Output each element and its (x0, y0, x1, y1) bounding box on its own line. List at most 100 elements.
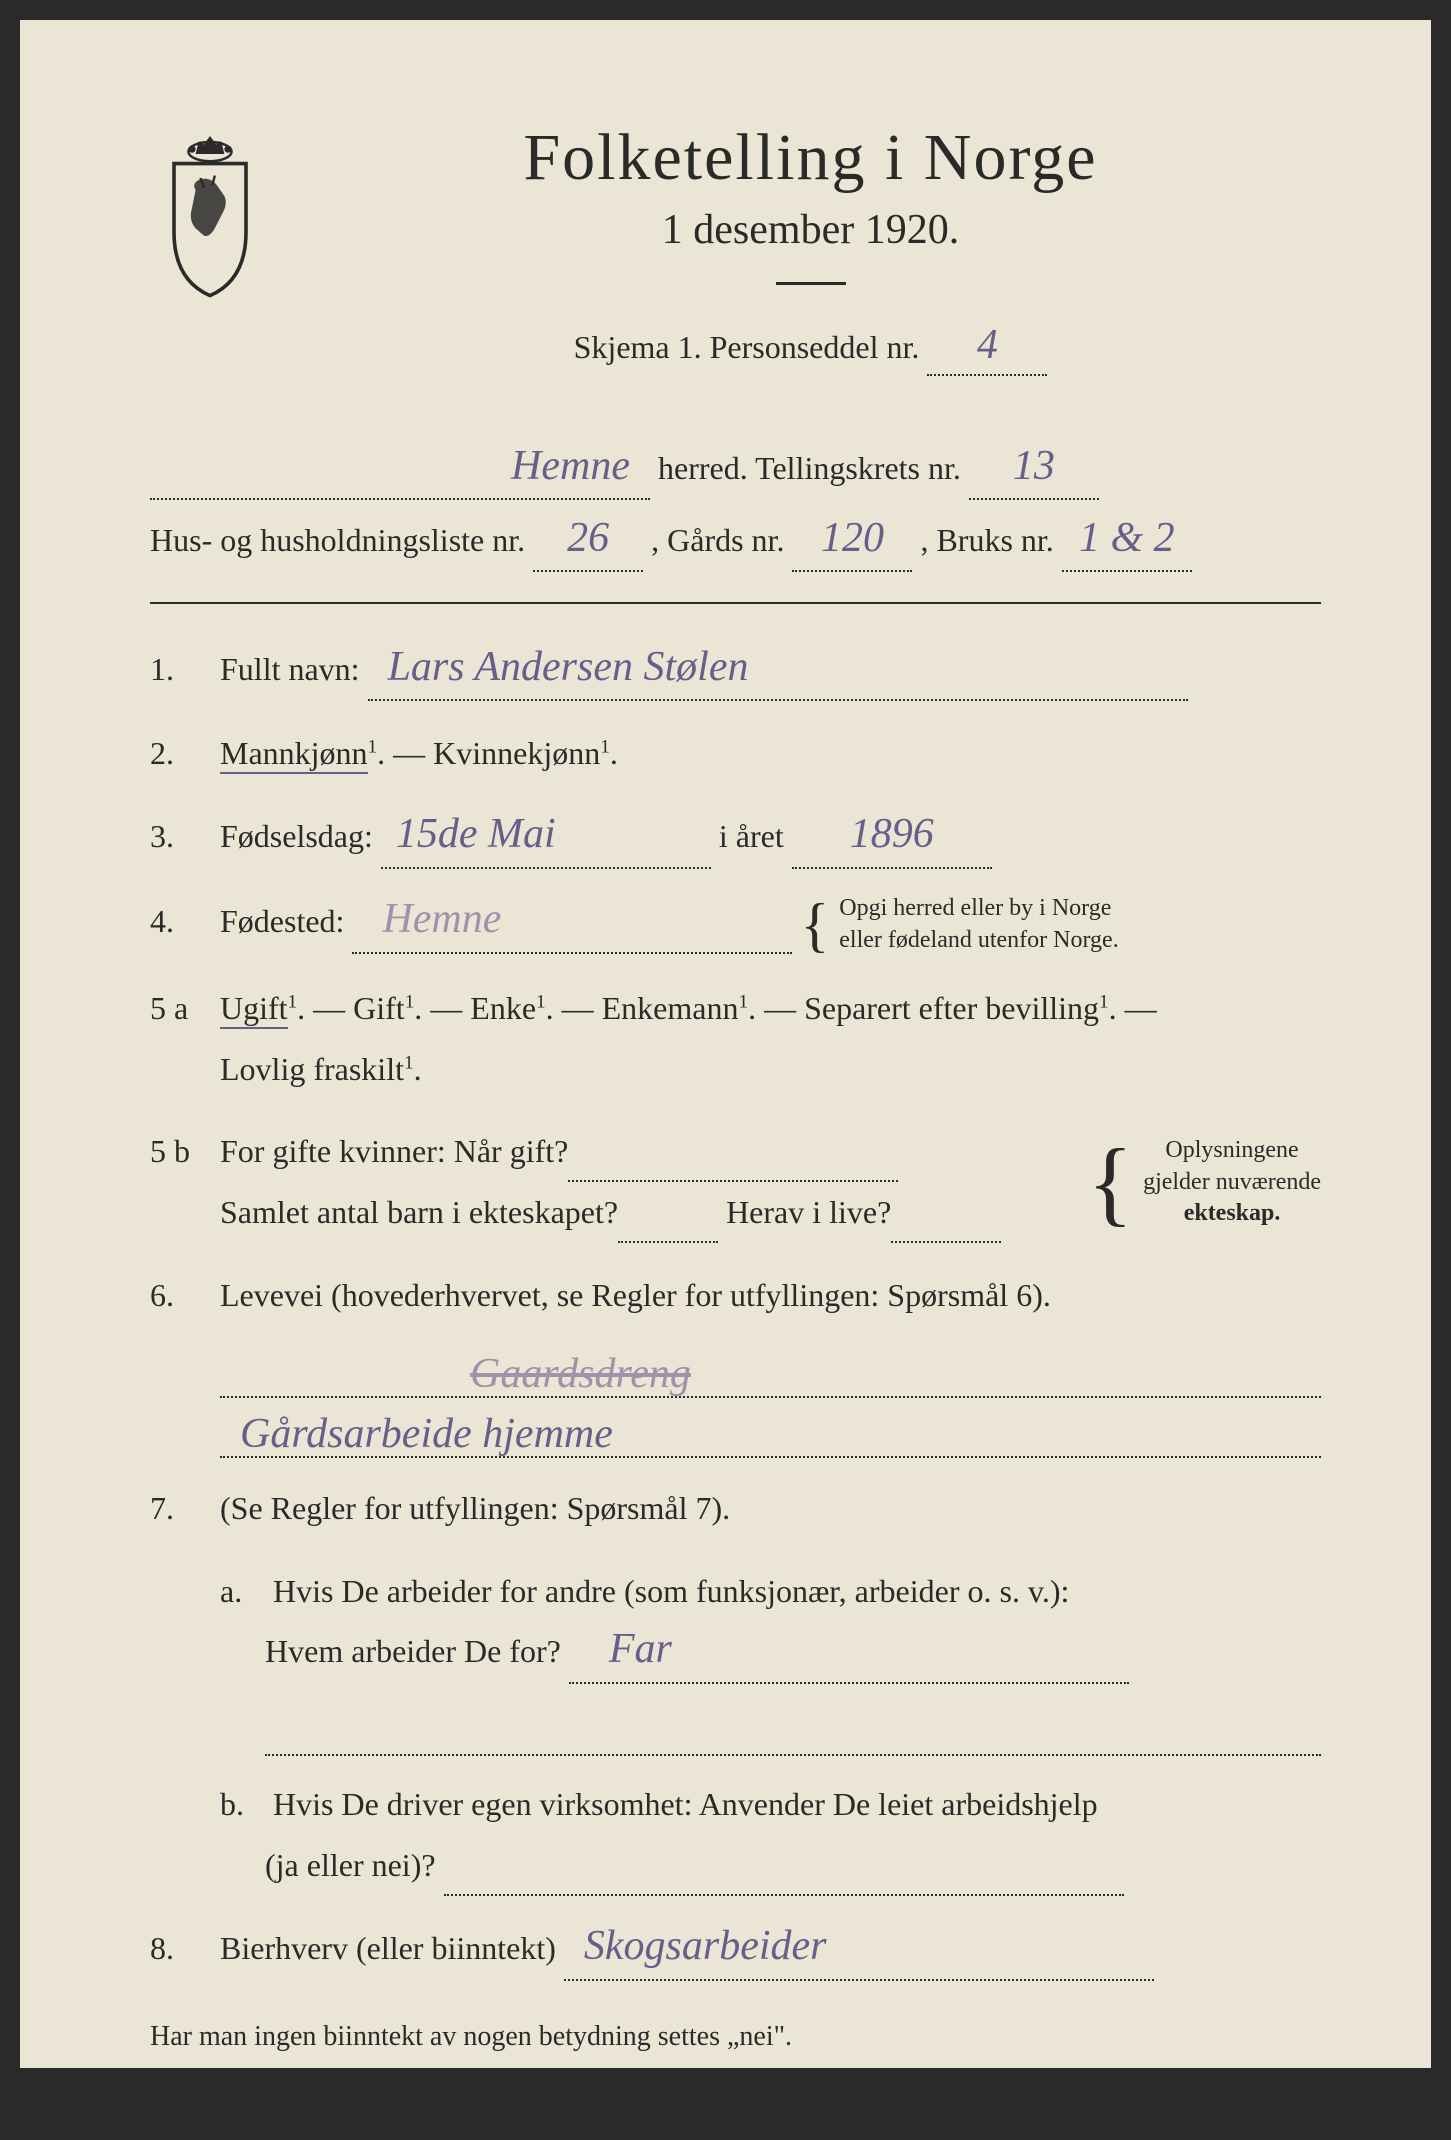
q6-body: Levevei (hovederhvervet, se Regler for u… (220, 1265, 1321, 1326)
q7a: a. Hvis De arbeider for andre (som funks… (150, 1561, 1321, 1685)
q7-label: (Se Regler for utfyllingen: Spørsmål 7). (220, 1478, 1321, 1539)
q1-label: Fullt navn: (220, 651, 360, 687)
skjema-line: Skjema 1. Personseddel nr. 4 (300, 320, 1321, 376)
q8: 8. Bierhverv (eller biinntekt) Skogsarbe… (150, 1918, 1321, 1981)
q2-num: 2. (150, 723, 220, 784)
bottom-cut: 1 Her kan svares ved tydelig understrekn… (150, 2110, 1321, 2140)
q5b-left: For gifte kvinner: Når gift? Samlet anta… (220, 1121, 1087, 1243)
census-form-page: Folketelling i Norge 1 desember 1920. Sk… (20, 20, 1431, 2068)
q5b-note-box: { Oplysningene gjelder nuværende ekteska… (1087, 1135, 1321, 1229)
q7-num: 7. (150, 1478, 220, 1539)
q6-struck: Gaardsdreng (470, 1356, 691, 1394)
q8-field: Skogsarbeider (564, 1918, 1154, 1981)
coat-of-arms-icon (150, 130, 270, 290)
personseddel-nr-field: 4 (927, 320, 1047, 376)
gards-nr: 120 (821, 520, 884, 558)
norway-crest-svg (150, 130, 270, 298)
q3-label: Fødselsdag: (220, 818, 373, 854)
herred-field: Hemne (150, 440, 650, 500)
q4-value: Hemne (382, 901, 501, 939)
brace-icon: { (800, 901, 829, 949)
q5b-note: Oplysningene gjelder nuværende ekteskap. (1143, 1135, 1321, 1229)
personseddel-nr: 4 (977, 327, 998, 365)
subtitle: 1 desember 1920. (300, 206, 1321, 254)
tellingskrets-field: 13 (969, 440, 1099, 500)
main-title: Folketelling i Norge (300, 120, 1321, 196)
q3-num: 3. (150, 806, 220, 869)
q4-label: Fødested: (220, 903, 344, 939)
q6-line1: Gaardsdreng (220, 1348, 1321, 1398)
q3: 3. Fødselsdag: 15de Mai i året 1896 (150, 806, 1321, 869)
q8-value: Skogsarbeider (584, 1928, 827, 1966)
q5b-label2: Samlet antal barn i ekteskapet? (220, 1194, 618, 1230)
q7b: b. Hvis De driver egen virksomhet: Anven… (150, 1774, 1321, 1896)
q7a-text2: Hvem arbeider De for? (265, 1633, 561, 1669)
q5b-live-field (891, 1205, 1001, 1243)
q3-mid: i året (719, 818, 784, 854)
q8-num: 8. (150, 1918, 220, 1981)
q1-field: Lars Andersen Stølen (368, 639, 1188, 702)
gards-nr-field: 120 (792, 512, 912, 572)
q7a-letter: a. (220, 1561, 265, 1622)
q7a-line2 (265, 1706, 1321, 1756)
hus-nr-field: 26 (533, 512, 643, 572)
q5b-barn-field (618, 1205, 718, 1243)
bruks-nr: 1 & 2 (1079, 520, 1175, 558)
q8-body: Bierhverv (eller biinntekt) Skogsarbeide… (220, 1918, 1321, 1981)
q7: 7. (Se Regler for utfyllingen: Spørsmål … (150, 1478, 1321, 1539)
q5b-body: For gifte kvinner: Når gift? Samlet anta… (220, 1121, 1321, 1243)
footnote-1: 1 Her kan svares ved tydelig understrekn… (150, 2110, 839, 2139)
q3-year: 1896 (850, 816, 934, 854)
q3-year-field: 1896 (792, 806, 992, 869)
q8-label: Bierhverv (eller biinntekt) (220, 1930, 556, 1966)
q3-day-field: 15de Mai (381, 806, 711, 869)
q4-note-box: { Opgi herred eller by i Norge eller fød… (800, 893, 1118, 955)
q7b-text2: (ja eller nei)? (265, 1847, 436, 1883)
herred-label: herred. Tellingskrets nr. (658, 450, 961, 486)
q5b: 5 b For gifte kvinner: Når gift? Samlet … (150, 1121, 1321, 1243)
q5a-num: 5 a (150, 978, 220, 1100)
q6-line2: Gårdsarbeide hjemme (220, 1408, 1321, 1458)
q3-day: 15de Mai (396, 816, 556, 854)
q6-label: Levevei (hovederhvervet, se Regler for u… (220, 1277, 1051, 1313)
tellingskrets-nr: 13 (1013, 448, 1055, 486)
q1-value: Lars Andersen Stølen (388, 649, 749, 687)
q5b-label1: For gifte kvinner: Når gift? (220, 1133, 568, 1169)
herred-value: Hemne (511, 448, 630, 486)
title-block: Folketelling i Norge 1 desember 1920. Sk… (300, 120, 1321, 390)
q2-body: Mannkjønn1. — Kvinnekjønn1. (220, 723, 1321, 784)
q7b-text1: Hvis De driver egen virksomhet: Anvender… (273, 1786, 1098, 1822)
q4-num: 4. (150, 891, 220, 956)
q5b-num: 5 b (150, 1121, 220, 1243)
q3-body: Fødselsdag: 15de Mai i året 1896 (220, 806, 1321, 869)
q5a: 5 a Ugift1. — Gift1. — Enke1. — Enkemann… (150, 978, 1321, 1100)
brace-icon: { (1087, 1144, 1133, 1220)
q1-body: Fullt navn: Lars Andersen Stølen (220, 639, 1321, 702)
q6-num: 6. (150, 1265, 220, 1326)
q1-num: 1. (150, 639, 220, 702)
bruks-nr-field: 1 & 2 (1062, 512, 1192, 572)
q4-field: Hemne (352, 891, 792, 954)
bruks-label: , Bruks nr. (920, 522, 1053, 558)
footer-separator (150, 2078, 1321, 2080)
q2-kvinnekjonn: . — Kvinnekjønn (377, 735, 600, 771)
q5a-body: Ugift1. — Gift1. — Enke1. — Enkemann1. —… (220, 978, 1321, 1100)
q4-body: Fødested: Hemne { Opgi herred eller by i… (220, 891, 1321, 956)
form-header: Folketelling i Norge 1 desember 1920. Sk… (150, 120, 1321, 390)
q5b-label3: Herav i live? (726, 1194, 891, 1230)
q5a-ugift: Ugift (220, 990, 288, 1029)
q7b-field (444, 1857, 1124, 1895)
q7a-field: Far (569, 1621, 1129, 1684)
hus-nr: 26 (567, 520, 609, 558)
herred-row: Hemne herred. Tellingskrets nr. 13 (150, 440, 1321, 500)
q5b-gift-field (568, 1144, 898, 1182)
q4: 4. Fødested: Hemne { Opgi herred eller b… (150, 891, 1321, 956)
q6-value: Gårdsarbeide hjemme (240, 1416, 613, 1454)
q6: 6. Levevei (hovederhvervet, se Regler fo… (150, 1265, 1321, 1326)
hus-label: Hus- og husholdningsliste nr. (150, 522, 525, 558)
gards-label: , Gårds nr. (651, 522, 784, 558)
skjema-label: Skjema 1. Personseddel nr. (574, 329, 920, 365)
q2: 2. Mannkjønn1. — Kvinnekjønn1. (150, 723, 1321, 784)
separator (150, 602, 1321, 604)
q7a-value: Far (609, 1631, 672, 1669)
